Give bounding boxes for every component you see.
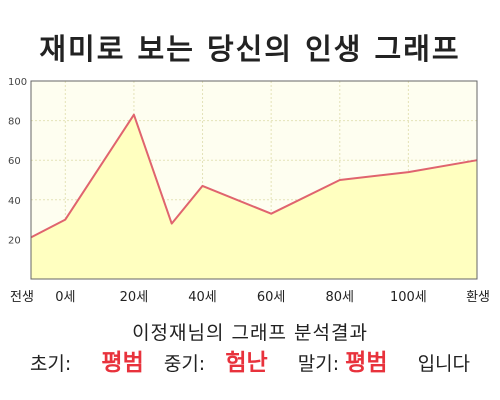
x-tick-label: 40세 bbox=[188, 290, 217, 305]
middle-label: 중기: bbox=[163, 353, 206, 375]
x-tick-label: 전생 bbox=[10, 290, 34, 305]
x-tick-label: 60세 bbox=[257, 290, 286, 305]
y-tick-label: 40 bbox=[8, 196, 21, 207]
x-axis-ticks: 전생 0세 20세 40세 60세 80세 100세 환생 bbox=[10, 290, 490, 305]
y-tick-label: 60 bbox=[8, 156, 21, 167]
late-value: 평범 bbox=[345, 350, 388, 376]
result-summary: 초기: 평범 중기: 험난 말기: 평범 입니다 bbox=[0, 343, 500, 377]
early-label: 초기: bbox=[29, 353, 72, 375]
x-tick-label: 100세 bbox=[390, 290, 427, 305]
y-tick-label: 100 bbox=[8, 77, 27, 88]
y-tick-label: 80 bbox=[8, 117, 21, 128]
series-line bbox=[30, 113, 478, 239]
middle-value: 험난 bbox=[225, 350, 268, 376]
plot-frame bbox=[30, 80, 478, 280]
y-axis-ticks: 20 40 60 80 100 bbox=[8, 77, 27, 246]
chart-title: 재미로 보는 당신의 인생 그래프 bbox=[39, 32, 461, 66]
x-tick-label: 20세 bbox=[120, 290, 149, 305]
y-tick-label: 20 bbox=[8, 235, 21, 246]
x-tick-label: 80세 bbox=[326, 290, 355, 305]
area-fill bbox=[31, 114, 477, 279]
ending-text: 입니다 bbox=[417, 353, 471, 375]
x-tick-label: 환생 bbox=[466, 290, 490, 305]
early-value: 평범 bbox=[101, 350, 144, 376]
late-label: 말기: bbox=[297, 353, 340, 375]
result-title: 이정재님의 그래프 분석결과 bbox=[132, 322, 368, 344]
x-tick-label: 0세 bbox=[55, 290, 75, 305]
